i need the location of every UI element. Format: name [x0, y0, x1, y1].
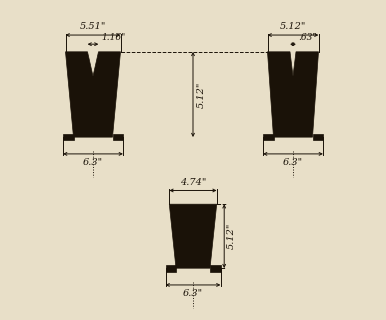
Polygon shape — [263, 134, 274, 140]
Text: 5.12": 5.12" — [227, 223, 236, 249]
Text: 5.51": 5.51" — [80, 22, 106, 31]
Text: 6.3": 6.3" — [283, 157, 303, 167]
Text: 6.3": 6.3" — [83, 157, 103, 167]
Polygon shape — [166, 265, 176, 272]
Polygon shape — [63, 134, 73, 140]
Polygon shape — [66, 52, 120, 137]
Polygon shape — [112, 134, 123, 140]
Polygon shape — [313, 134, 323, 140]
Polygon shape — [169, 204, 217, 268]
Text: 5.12": 5.12" — [197, 81, 206, 108]
Text: 4.74": 4.74" — [180, 179, 206, 188]
Text: 1.16": 1.16" — [102, 33, 126, 42]
Text: .63": .63" — [298, 33, 317, 42]
Text: 5.12": 5.12" — [280, 22, 306, 31]
Polygon shape — [267, 52, 318, 137]
Polygon shape — [210, 265, 220, 272]
Text: 6.3": 6.3" — [183, 289, 203, 298]
